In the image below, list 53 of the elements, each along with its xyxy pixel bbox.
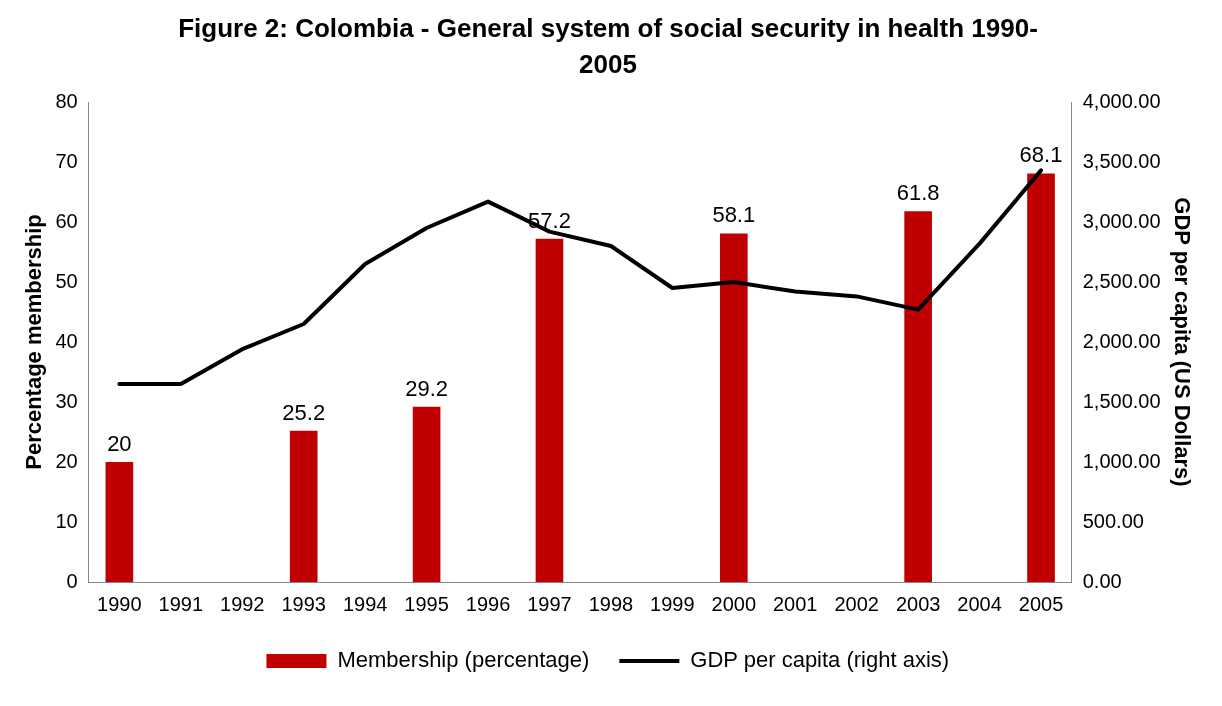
data-label: 20	[107, 431, 132, 457]
y-tick-label: 50	[55, 269, 78, 292]
legend-label: Membership (percentage)	[337, 647, 590, 673]
y-tick-label: 20	[55, 449, 78, 472]
bar	[105, 462, 134, 582]
bar	[289, 430, 318, 582]
y-tick-label: 70	[55, 149, 78, 172]
x-tick-label: 1999	[650, 592, 695, 615]
x-tick-label: 1998	[588, 592, 634, 615]
y-tick-label: 0	[66, 569, 78, 592]
y2-axis-title: GDP per capita (US Dollars)	[1169, 197, 1195, 487]
y-tick-label: 10	[55, 509, 78, 532]
x-tick-label: 1990	[97, 592, 142, 615]
x-tick-label: 1997	[527, 592, 572, 615]
x-tick-label: 1996	[465, 592, 511, 615]
x-tick-label: 1992	[220, 592, 265, 615]
y2-tick-label: 2,000.00	[1082, 329, 1161, 352]
y2-tick-label: 2,500.00	[1082, 269, 1161, 292]
bar	[535, 238, 564, 582]
x-tick-label: 2001	[773, 592, 818, 615]
bar	[412, 406, 441, 582]
y2-tick-label: 3,000.00	[1082, 209, 1161, 232]
y-tick-label: 60	[55, 209, 78, 232]
y-tick-label: 40	[55, 329, 78, 352]
y-tick-label: 80	[55, 89, 78, 112]
y2-tick-label: 1,500.00	[1082, 389, 1161, 412]
bar	[1027, 173, 1055, 582]
chart-title: Figure 2: Colombia - General system of social security in health 1990-2005	[177, 12, 1039, 81]
data-label: 68.1	[1019, 142, 1063, 168]
x-tick-label: 2005	[1018, 592, 1064, 615]
x-tick-label: 2002	[834, 592, 879, 615]
data-label: 58.1	[712, 202, 756, 228]
y2-tick-label: 1,000.00	[1082, 449, 1161, 472]
bar	[904, 211, 932, 582]
data-label: 29.2	[405, 375, 448, 401]
x-tick-label: 1994	[342, 592, 388, 615]
x-tick-label: 1991	[158, 592, 204, 615]
bar	[719, 233, 748, 582]
legend-label: GDP per capita (right axis)	[690, 647, 950, 673]
data-label: 25.2	[282, 399, 326, 425]
x-tick-label: 2004	[957, 592, 1002, 615]
y2-tick-label: 3,500.00	[1082, 149, 1161, 172]
x-tick-label: 2003	[895, 592, 941, 615]
x-tick-label: 1993	[281, 592, 326, 615]
y-tick-label: 30	[55, 389, 78, 412]
y2-tick-label: 500.00	[1082, 509, 1144, 532]
y-axis-title: Percentage membership	[21, 214, 47, 470]
x-tick-label: 1995	[404, 592, 449, 615]
y2-tick-label: 0.00	[1082, 569, 1122, 592]
x-tick-label: 2000	[711, 592, 757, 615]
y2-tick-label: 4,000.00	[1082, 89, 1161, 112]
data-label: 61.8	[896, 180, 940, 206]
data-label: 57.2	[528, 207, 571, 233]
